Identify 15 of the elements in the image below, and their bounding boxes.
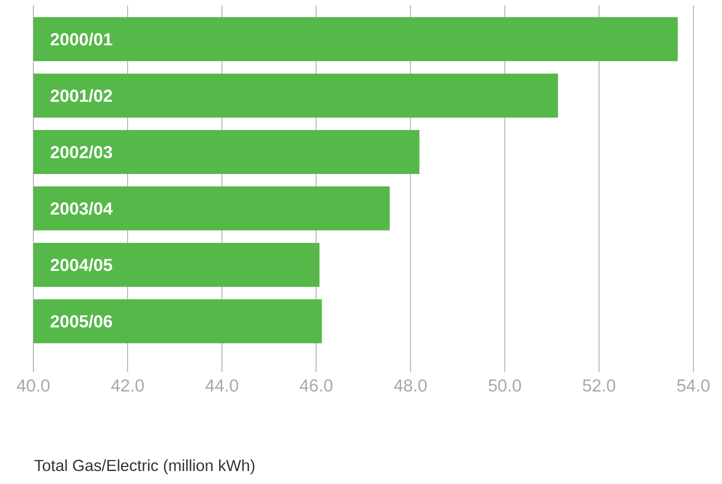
- x-tick-label: 48.0: [394, 379, 427, 392]
- x-tick-label: 54.0: [677, 379, 710, 392]
- x-tick-label: 44.0: [205, 379, 238, 392]
- y-tick-label: 2005/06: [50, 314, 112, 328]
- y-tick-label: 2003/04: [50, 202, 113, 215]
- y-tick-label: 2000/01: [50, 32, 112, 46]
- x-axis-title: Total Gas/Electric (million kWh): [34, 459, 254, 474]
- x-tick-label: 52.0: [582, 379, 616, 392]
- x-tick-label: 50.0: [488, 379, 521, 392]
- y-tick-label: 2004/05: [50, 258, 112, 272]
- x-tick-label: 46.0: [300, 379, 332, 392]
- x-tick-label: 42.0: [111, 379, 144, 392]
- y-tick-label: 2002/03: [50, 146, 112, 158]
- x-tick-label: 40.0: [16, 379, 50, 392]
- y-tick-label: 2001/02: [50, 89, 112, 102]
